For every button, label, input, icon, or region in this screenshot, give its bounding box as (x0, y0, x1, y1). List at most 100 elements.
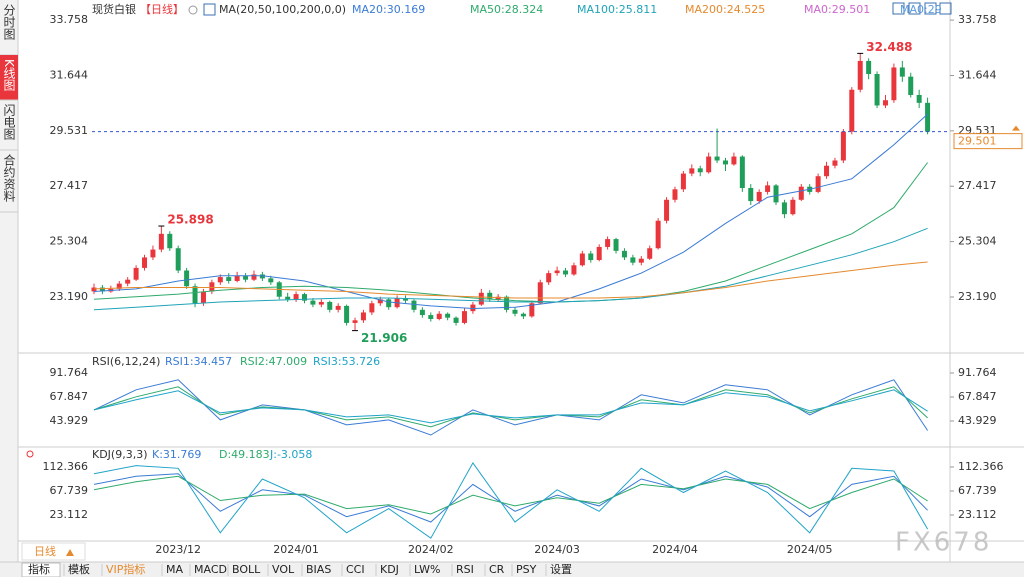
extreme-label: 32.488 (866, 40, 912, 54)
candle-body (184, 270, 190, 287)
candle-body (259, 274, 265, 279)
ma-line (93, 113, 928, 310)
icon[interactable] (939, 2, 952, 15)
candle-body (739, 156, 745, 188)
ma-line (93, 227, 928, 311)
toolbar-item[interactable]: 设置 (550, 563, 572, 576)
candle-body (520, 313, 526, 317)
toolbar-item[interactable]: VOL (272, 563, 295, 576)
candle-body (798, 186, 804, 200)
sidebar-tab-active (0, 55, 18, 100)
x-tick-label: 2024/01 (273, 543, 319, 556)
candle-body (285, 296, 291, 300)
indicator-line (93, 475, 928, 515)
toolbar-active (21, 562, 61, 577)
toolbar-item[interactable]: PSY (516, 563, 537, 576)
candle-body (209, 282, 215, 292)
candle-body (302, 294, 307, 301)
candle-body (369, 303, 375, 313)
candle-body (546, 273, 552, 283)
candle-body (908, 76, 914, 95)
toolbar-item[interactable]: RSI (456, 563, 474, 576)
toolbar-item[interactable]: CR (489, 563, 505, 576)
candle-body (537, 282, 543, 304)
candle-body (765, 185, 771, 192)
y-tick-label: 67.739 (50, 484, 89, 497)
sidebar-tab: 分时图 (2, 4, 16, 40)
candle-body (327, 301, 333, 310)
toolbar-item[interactable]: 指标 (28, 562, 50, 576)
candle-body (630, 257, 636, 263)
icon[interactable] (892, 2, 905, 15)
period-button[interactable]: 日线 (34, 544, 56, 558)
candle-body (293, 294, 299, 300)
legend-entry: K:31.769 (152, 448, 201, 461)
candle-body (234, 275, 240, 281)
y-tick-label: 67.847 (50, 390, 89, 403)
indicator-line (93, 473, 928, 523)
candle-body (874, 74, 880, 106)
y-tick-label: 43.929 (50, 414, 89, 427)
candle-body (99, 287, 105, 292)
legend-entry: MA0:29 (900, 3, 942, 16)
y-tick-label: 91.764 (50, 366, 89, 379)
toolbar-item[interactable]: MACD (194, 563, 227, 576)
legend-entry: J:-3.058 (269, 448, 312, 461)
toolbar-item[interactable]: CCI (346, 563, 365, 576)
candle-body (781, 202, 787, 215)
toolbar-item[interactable]: LW% (414, 563, 440, 576)
settings-icon[interactable] (26, 450, 34, 458)
candle-body (386, 299, 392, 308)
candle-body (571, 265, 577, 275)
panel-title: KDJ(9,3,3) (92, 448, 148, 461)
candle-body (428, 315, 434, 319)
candle-body (554, 270, 560, 274)
candle-body (723, 160, 728, 165)
candle-body (268, 278, 274, 283)
icon[interactable] (924, 2, 937, 15)
ma-line (93, 261, 928, 299)
candle-body (512, 309, 518, 314)
candle-body (335, 305, 341, 310)
toolbar-item[interactable]: BOLL (232, 563, 261, 576)
candle-body (91, 287, 97, 292)
candle-body (672, 189, 678, 200)
period-icon (188, 5, 198, 15)
y-tick-label: 29.531 (50, 124, 89, 137)
y-tick-label: 33.758 (958, 13, 997, 26)
candle-body (588, 253, 594, 261)
y-tick-label: 91.764 (958, 366, 997, 379)
y-tick-label: 25.304 (958, 235, 997, 248)
x-tick-label: 2023/12 (155, 543, 201, 556)
toolbar-item[interactable]: KDJ (380, 563, 399, 576)
candle-body (487, 292, 493, 300)
legend-entry: MA50:28.324 (470, 3, 543, 16)
candle-body (453, 317, 459, 323)
candle-body (411, 300, 417, 310)
icon[interactable] (908, 2, 921, 15)
sidebar-tab: K线图 (2, 59, 16, 91)
candle-body (310, 300, 316, 305)
y-tick-label: 67.739 (958, 484, 997, 497)
toolbar-item[interactable]: VIP指标 (106, 562, 145, 576)
ma-icon (203, 3, 216, 16)
watermark: FX678 (895, 528, 992, 558)
toolbar-item[interactable]: MA (166, 563, 183, 576)
x-tick-label: 2024/04 (652, 543, 698, 556)
y-tick-label: 27.417 (958, 179, 997, 192)
y-tick-label: 27.417 (50, 179, 89, 192)
candle-body (445, 313, 451, 318)
candle-body (857, 60, 863, 90)
extreme-label: 21.906 (361, 331, 407, 345)
candle-body (403, 298, 409, 301)
y-tick-label: 112.366 (43, 460, 89, 473)
period-label: 【日线】 (140, 2, 184, 16)
indicator-line (93, 461, 929, 539)
candle-body (200, 291, 206, 304)
toolbar-item[interactable]: 模板 (68, 562, 90, 576)
candle-body (352, 320, 358, 323)
y-tick-label: 67.847 (958, 390, 997, 403)
toolbar-item[interactable]: BIAS (306, 563, 331, 576)
